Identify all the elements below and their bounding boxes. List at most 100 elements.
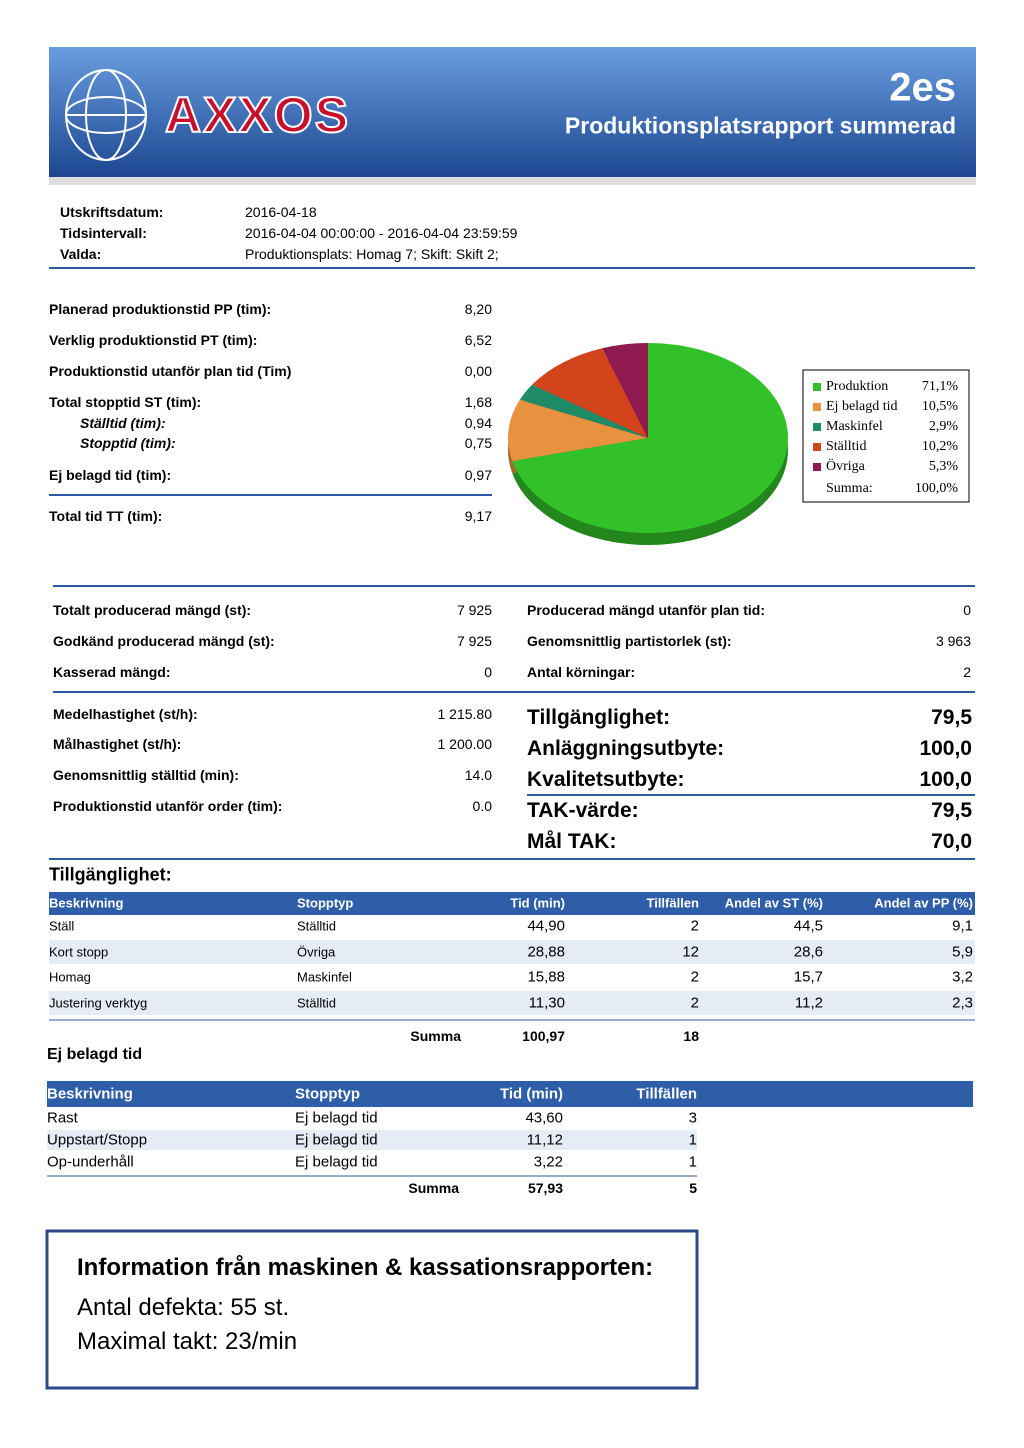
legend-total-label: Summa: bbox=[826, 481, 873, 496]
speed-value: 1 215.80 bbox=[437, 706, 493, 722]
legend-label: Produktion bbox=[826, 379, 889, 394]
cell: Ej belagd tid bbox=[295, 1153, 378, 1171]
cell: 2 bbox=[690, 917, 699, 935]
cell: 44,5 bbox=[793, 917, 823, 935]
kpi-value: 100,0 bbox=[919, 768, 972, 791]
meta-label: Utskriftsdatum: bbox=[60, 204, 164, 220]
cell: 2,3 bbox=[952, 994, 973, 1012]
meta-label: Valda: bbox=[60, 246, 102, 262]
kpi-label: TAK-värde: bbox=[527, 799, 639, 822]
meta-value: 2016-04-18 bbox=[245, 204, 317, 220]
kpi-value: 79,5 bbox=[931, 706, 972, 729]
cell: 11,2 bbox=[794, 994, 823, 1012]
sum-cell: 57,93 bbox=[527, 1180, 563, 1196]
legend-swatch bbox=[813, 403, 821, 411]
column-header: Beskrivning bbox=[49, 895, 124, 911]
time-value: 0,97 bbox=[464, 467, 492, 483]
cell: 11,30 bbox=[528, 994, 565, 1012]
time-value: 0,75 bbox=[464, 435, 492, 451]
qty-label: Kasserad mängd: bbox=[53, 664, 171, 680]
cell: 3,2 bbox=[952, 968, 973, 986]
cell: Övriga bbox=[297, 944, 336, 960]
time-label: Ej belagd tid (tim): bbox=[49, 467, 172, 483]
cell: Ej belagd tid bbox=[295, 1131, 378, 1149]
column-header: Beskrivning bbox=[47, 1085, 133, 1103]
logo-text: AXXOS bbox=[164, 86, 351, 144]
legend-swatch bbox=[813, 463, 821, 471]
legend-swatch bbox=[813, 423, 821, 431]
cell: 9,1 bbox=[952, 917, 973, 935]
legend-swatch bbox=[813, 383, 821, 391]
column-header: Tid (min) bbox=[510, 895, 565, 911]
time-label: Verklig produktionstid PT (tim): bbox=[49, 332, 258, 348]
qty-label: Genomsnittlig partistorlek (st): bbox=[527, 633, 732, 649]
time-label: Ställtid (tim): bbox=[80, 415, 166, 431]
kpi-label: Anläggningsutbyte: bbox=[527, 737, 725, 760]
kpi-label: Kvalitetsutbyte: bbox=[527, 768, 685, 791]
column-header: Andel av ST (%) bbox=[724, 895, 823, 911]
sum-cell: 18 bbox=[683, 1028, 699, 1044]
column-header: Tid (min) bbox=[499, 1085, 563, 1103]
pie-slice bbox=[519, 384, 648, 438]
cell: 44,90 bbox=[527, 917, 565, 935]
meta-label: Tidsintervall: bbox=[60, 225, 147, 241]
cell: 1 bbox=[688, 1131, 697, 1149]
cell: 3 bbox=[688, 1109, 697, 1127]
row-bg bbox=[49, 991, 975, 1015]
data-label: 10,5% bbox=[921, 399, 958, 414]
report-title: Produktionsplatsrapport summerad bbox=[564, 112, 956, 139]
cell: Ställtid bbox=[297, 995, 337, 1011]
time-label: Stopptid (tim): bbox=[80, 435, 176, 451]
cell: Justering verktyg bbox=[49, 995, 148, 1011]
cell: 2 bbox=[690, 968, 699, 986]
legend-swatch bbox=[813, 443, 821, 451]
qty-label: Antal körningar: bbox=[527, 664, 636, 680]
cell: Kort stopp bbox=[49, 944, 109, 960]
cell: 2 bbox=[690, 994, 699, 1012]
logo-globe bbox=[65, 69, 147, 161]
info-line: Antal defekta: 55 st. bbox=[77, 1294, 290, 1321]
cell: 28,6 bbox=[793, 943, 823, 961]
cell: 1 bbox=[688, 1153, 697, 1171]
time-label: Planerad produktionstid PP (tim): bbox=[49, 301, 272, 317]
kpi-label: Mål TAK: bbox=[527, 830, 617, 853]
row-bg bbox=[47, 1130, 697, 1150]
section-title: Ej belagd tid bbox=[47, 1046, 143, 1063]
qty-value: 7 925 bbox=[456, 633, 492, 649]
info-line: Maximal takt: 23/min bbox=[77, 1328, 298, 1355]
speed-value: 1 200.00 bbox=[437, 736, 493, 752]
table-header-bg bbox=[49, 892, 975, 915]
qty-value: 0 bbox=[484, 664, 492, 680]
qty-value: 3 963 bbox=[935, 633, 971, 649]
qty-value: 2 bbox=[963, 664, 971, 680]
speed-label: Genomsnittlig ställtid (min): bbox=[53, 767, 239, 783]
cell: 28,88 bbox=[527, 943, 565, 961]
row-bg bbox=[49, 940, 975, 964]
cell: 15,88 bbox=[527, 968, 565, 986]
legend-label: Ställtid bbox=[826, 439, 867, 454]
meta-value: Produktionsplats: Homag 7; Skift: Skift … bbox=[245, 246, 499, 262]
column-header: Stopptyp bbox=[295, 1085, 360, 1103]
speed-label: Målhastighet (st/h): bbox=[53, 736, 182, 752]
qty-label: Godkänd producerad mängd (st): bbox=[53, 633, 275, 649]
time-value: 1,68 bbox=[464, 394, 492, 410]
cell: Ej belagd tid bbox=[295, 1109, 378, 1127]
header-band bbox=[49, 47, 976, 177]
cell: 12 bbox=[682, 943, 699, 961]
column-header: Tillfällen bbox=[636, 1085, 697, 1103]
cell: Maskinfel bbox=[297, 969, 352, 985]
kpi-value: 79,5 bbox=[931, 799, 972, 822]
kpi-value: 100,0 bbox=[919, 737, 972, 760]
qty-label: Producerad mängd utanför plan tid: bbox=[527, 602, 766, 618]
time-value: 9,17 bbox=[464, 508, 492, 524]
time-label: Produktionstid utanför plan tid (Tim) bbox=[49, 363, 292, 379]
cell: 11,12 bbox=[526, 1131, 563, 1149]
qty-value: 7 925 bbox=[456, 602, 492, 618]
speed-value: 0.0 bbox=[472, 798, 492, 814]
cell: 43,60 bbox=[525, 1109, 563, 1127]
pie-slice bbox=[532, 348, 648, 438]
cell: Ställtid bbox=[297, 918, 337, 934]
speed-label: Medelhastighet (st/h): bbox=[53, 706, 198, 722]
